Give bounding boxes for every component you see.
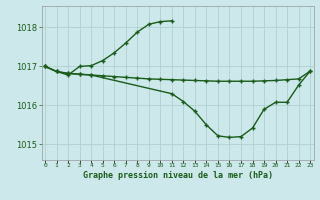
- X-axis label: Graphe pression niveau de la mer (hPa): Graphe pression niveau de la mer (hPa): [83, 171, 273, 180]
